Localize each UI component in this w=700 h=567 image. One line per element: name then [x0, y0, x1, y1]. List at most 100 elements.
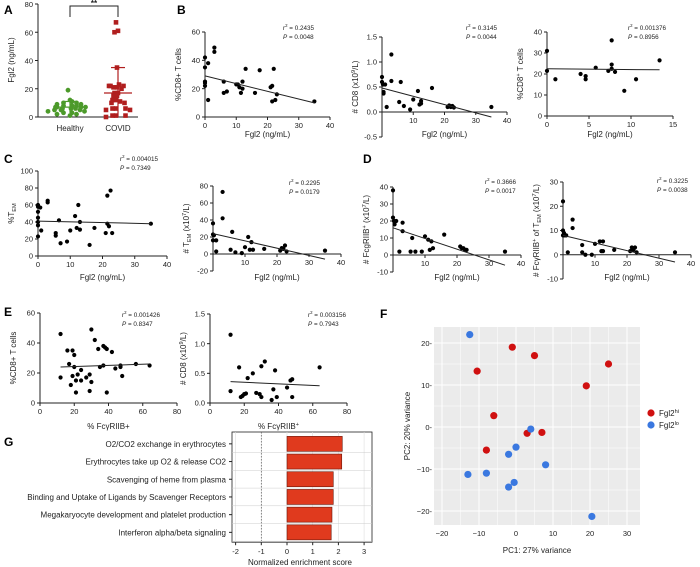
data-point: [512, 443, 520, 451]
data-point: [383, 82, 388, 87]
data-point: [109, 349, 115, 355]
data-point: [262, 359, 267, 364]
data-point: [473, 367, 481, 375]
data-point: [202, 83, 208, 88]
data-point: [87, 242, 92, 248]
data-point: [442, 232, 447, 237]
data-point: [544, 48, 550, 54]
x-axis-title: Fgl2 (ng/mL): [80, 273, 126, 282]
data-point: [317, 365, 322, 370]
data-point: [284, 385, 290, 390]
data-point: [118, 364, 123, 370]
y-tick-label: 20: [25, 85, 33, 94]
panel-label-f: F: [380, 307, 387, 321]
data-point: [609, 38, 614, 43]
data-point: [538, 428, 546, 437]
data-point: [544, 68, 550, 73]
data-point: [269, 397, 274, 403]
data-point: [45, 108, 51, 114]
data-point: [243, 66, 248, 71]
x-tick-label: 20: [273, 258, 281, 267]
x-tick-label: 80: [343, 407, 351, 416]
y-tick-label: 40: [25, 57, 33, 66]
panel-label-b: B: [177, 3, 186, 17]
y-tick-label: 40: [25, 218, 33, 227]
panel-label-d: D: [363, 152, 372, 166]
y-axis-title: %CD8+ T cells: [174, 48, 183, 101]
x-tick-label: 20: [70, 407, 78, 416]
bar: [286, 436, 343, 452]
data-point: [104, 346, 109, 352]
x-axis-title: % FcγRIIB+: [87, 422, 130, 431]
data-point: [72, 213, 78, 219]
y-tick-label: 0: [384, 251, 388, 260]
data-point: [257, 68, 262, 73]
panel-f: −20 −10 0 10 20 30 −20- −10- 0- 10- 20- PC1: 27% va…: [403, 327, 679, 555]
data-point: [408, 249, 413, 254]
data-point: [64, 239, 70, 244]
data-point: [106, 224, 112, 229]
data-point: [400, 220, 405, 225]
y-tick-label: -10: [547, 275, 558, 284]
legend-label: Fgl2lo​: [659, 421, 679, 430]
y-axis-title: PC2: 20% variance: [403, 391, 412, 460]
data-point: [92, 337, 97, 343]
y-tick-label: 80: [25, 184, 33, 193]
data-point: [103, 114, 109, 120]
y-axis-title: # FcγRIIB+​ of TEM​ (x107​/L): [532, 184, 543, 277]
panel-b3: 0 10 20 30 40 0 5 10 15 r2​ = 0.001376 P = 0.8956 F…: [516, 23, 677, 139]
y-tick-label: 60: [192, 28, 200, 37]
x-tick-label: 10: [241, 258, 249, 267]
data-point: [65, 87, 71, 93]
data-point: [604, 360, 613, 368]
data-point: [114, 93, 120, 99]
panel-d1: -10 0 10 20 30 40 10 20 30 40 r2​ = 0.3666 P = 0.00…: [362, 177, 525, 282]
category-label: Erythrocytes take up O2 & release CO2: [85, 458, 226, 467]
data-point: [505, 450, 513, 458]
data-point: [389, 78, 394, 84]
y-tick-label: 1.5: [195, 310, 205, 319]
data-point: [67, 113, 73, 118]
x-axis-title: Fgl2 (ng/mL): [245, 130, 291, 139]
data-point: [106, 83, 112, 89]
y-axis-title: # CD8 (x109​/L): [351, 60, 360, 113]
data-point: [79, 378, 84, 383]
legend-marker: [647, 409, 655, 417]
data-point: [228, 332, 233, 337]
y-tick-label: 100: [20, 167, 33, 176]
data-point: [633, 77, 639, 82]
data-point: [210, 221, 216, 226]
x-tick-label: -1: [258, 547, 265, 556]
data-point: [68, 382, 73, 388]
bar: [286, 506, 333, 523]
data-point: [35, 234, 41, 239]
data-point: [508, 343, 516, 351]
data-point: [221, 90, 226, 96]
data-point: [282, 243, 288, 248]
x-tick-label: 5: [587, 120, 591, 129]
data-point: [237, 365, 242, 370]
y-tick-label: 40: [534, 28, 542, 37]
data-point: [464, 247, 469, 252]
x-axis-title: Fgl2 (ng/mL): [587, 130, 633, 139]
x-tick-label: −20: [436, 529, 449, 538]
y-tick-label: 20: [192, 84, 200, 93]
data-point: [242, 245, 248, 250]
data-point: [77, 227, 83, 232]
category-label: Interferon alpha/beta signaling: [118, 528, 226, 537]
data-point: [87, 372, 92, 377]
data-point: [570, 217, 575, 222]
bar: [286, 453, 343, 470]
data-point: [411, 97, 416, 102]
panel-g: O2/CO2 exchange in erythrocytes Erythrocy…: [27, 431, 373, 567]
regression-line: [37, 220, 151, 225]
p-value: P = 0.7349: [120, 165, 151, 172]
x-tick-label: 10: [409, 116, 417, 125]
data-point: [273, 97, 278, 103]
data-point: [113, 113, 119, 118]
data-point: [290, 394, 295, 400]
x-tick-label: 10: [232, 121, 240, 130]
y-tick-label: −10-: [417, 465, 433, 474]
data-point: [413, 249, 418, 254]
